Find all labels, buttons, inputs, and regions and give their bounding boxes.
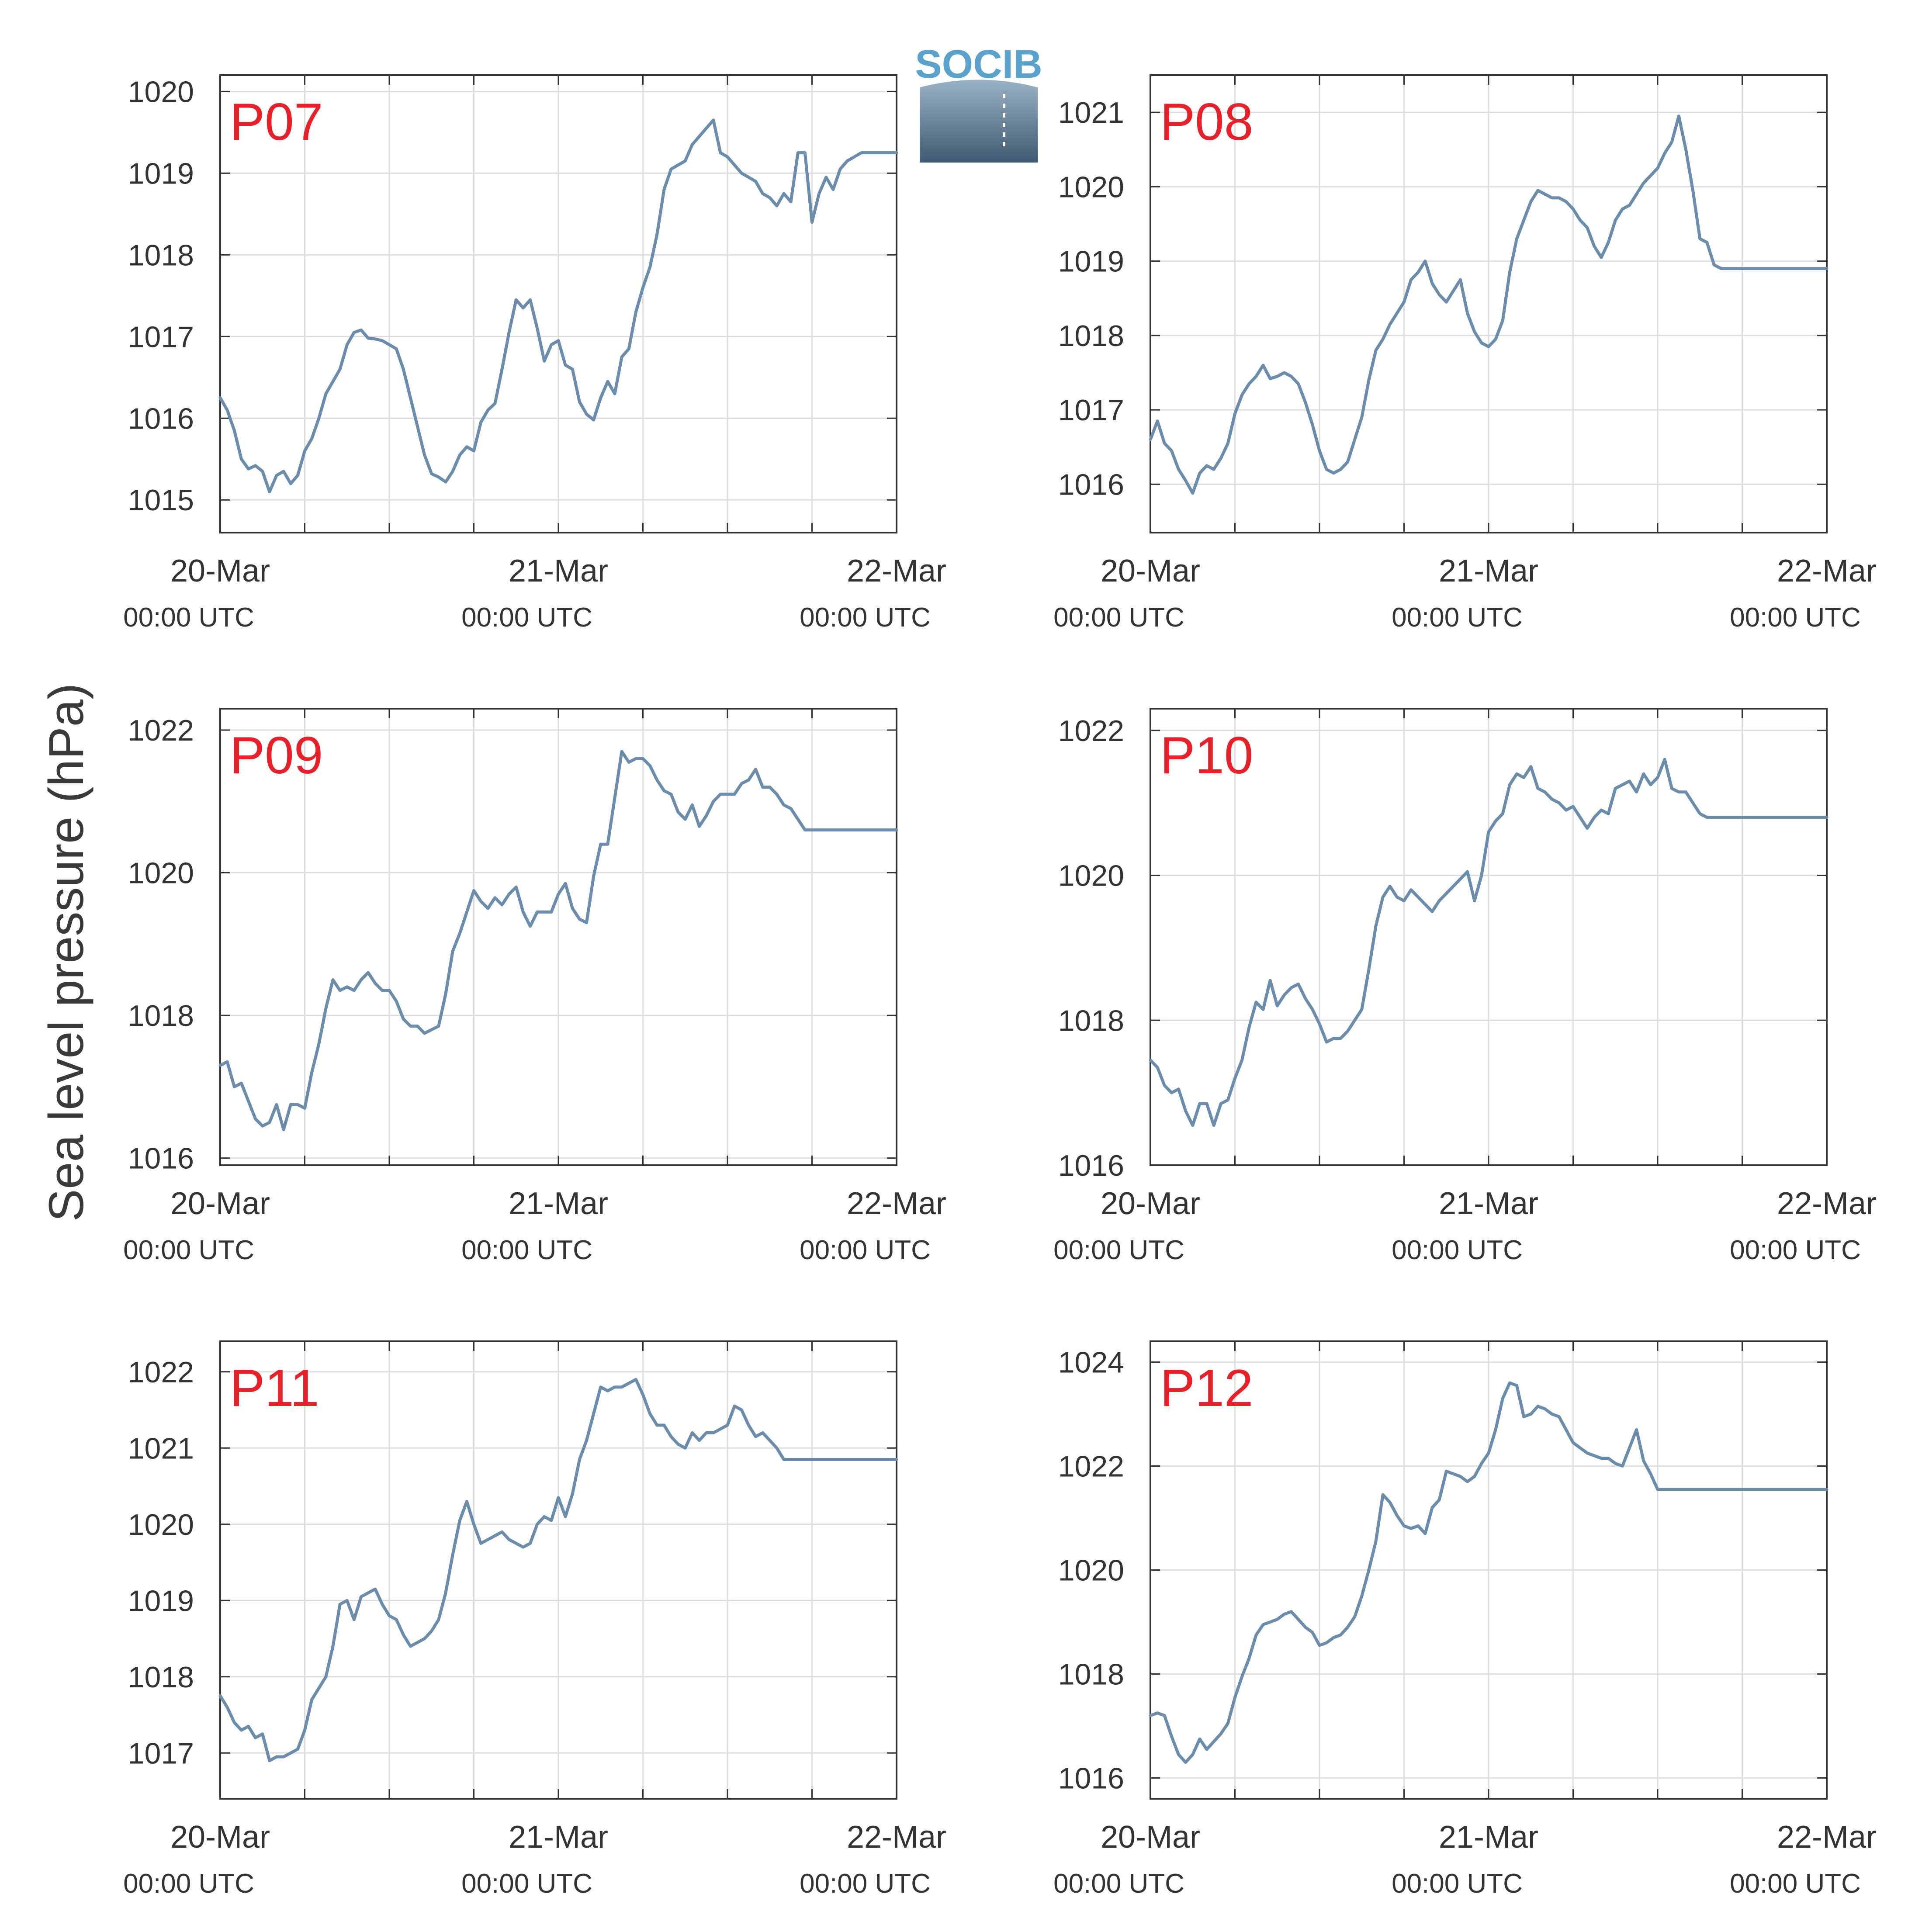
x-tick-label-date: 20-Mar [170, 1186, 270, 1221]
y-tick-label: 1020 [1058, 170, 1124, 204]
series-line [218, 1378, 898, 1762]
x-tick-label-date: 22-Mar [847, 554, 946, 589]
panel-title: P08 [1160, 93, 1254, 151]
chart-panel-p07: 1015 1016 1017 1018 1019 1020 20-Mar 00:00 UTC 2… [123, 74, 946, 633]
chart-panel-p12: 1016 1018 1020 1022 1024 20-Mar 00:00 UTC 21-Ma… [1053, 1340, 1877, 1899]
y-tick-label: 1018 [1058, 319, 1124, 353]
x-tick-label-date: 20-Mar [1101, 554, 1200, 589]
x-tick-label-date: 22-Mar [1777, 1820, 1877, 1855]
x-tick-label-time: 00:00 UTC [1053, 602, 1184, 633]
panel-title: P11 [230, 1359, 319, 1417]
plot-frame [1150, 74, 1828, 533]
panel-title: P07 [230, 93, 323, 151]
series-line [1149, 114, 1828, 495]
y-tick-label: 1016 [1058, 1762, 1124, 1795]
y-tick-label: 1020 [128, 857, 194, 890]
y-tick-label: 1018 [1058, 1004, 1124, 1037]
x-tick-label-time: 00:00 UTC [1053, 1869, 1184, 1899]
series-line [218, 750, 898, 1131]
x-tick-label-date: 20-Mar [1101, 1186, 1200, 1221]
y-tick-label: 1021 [1058, 96, 1124, 129]
y-tick-label: 1018 [128, 999, 194, 1032]
y-tick-label: 1019 [128, 1584, 194, 1617]
socib-logo: SOCIB [915, 42, 1042, 163]
x-tick-label-time: 00:00 UTC [800, 1235, 931, 1265]
plot-frame [219, 1340, 897, 1800]
x-tick-label-time: 00:00 UTC [461, 1235, 592, 1265]
y-axis-label: Sea level pressure (hPa) [39, 683, 93, 1222]
series-line [1149, 1381, 1828, 1764]
panel-title: P09 [230, 726, 323, 785]
panel-title: P12 [1160, 1359, 1254, 1417]
plot-frame [1150, 1340, 1828, 1800]
y-tick-label: 1016 [128, 402, 194, 435]
x-tick-label-time: 00:00 UTC [800, 602, 931, 633]
y-tick-label: 1015 [128, 484, 194, 517]
plot-frame [219, 708, 897, 1166]
x-tick-label-date: 22-Mar [1777, 1186, 1877, 1221]
y-tick-label: 1022 [1058, 1450, 1124, 1483]
y-tick-label: 1022 [128, 714, 194, 747]
x-tick-label-time: 00:00 UTC [1730, 1869, 1861, 1899]
y-tick-label: 1019 [1058, 245, 1124, 278]
y-tick-label: 1017 [128, 320, 194, 353]
y-tick-label: 1022 [128, 1356, 194, 1389]
x-tick-label-date: 21-Mar [1439, 1820, 1538, 1855]
x-tick-label-date: 20-Mar [170, 554, 270, 589]
x-tick-label-time: 00:00 UTC [461, 1869, 592, 1899]
x-tick-label-date: 22-Mar [847, 1186, 946, 1221]
x-tick-label-time: 00:00 UTC [1392, 602, 1523, 633]
y-tick-label: 1020 [1058, 1554, 1124, 1587]
y-tick-label: 1024 [1058, 1346, 1124, 1379]
x-tick-label-time: 00:00 UTC [1730, 602, 1861, 633]
y-tick-label: 1019 [128, 157, 194, 190]
x-tick-label-date: 20-Mar [170, 1820, 270, 1855]
x-tick-label-date: 20-Mar [1101, 1820, 1200, 1855]
panel-title: P10 [1160, 726, 1254, 785]
x-tick-label-date: 21-Mar [1439, 1186, 1538, 1221]
chart-panel-p11: 1017 1018 1019 1020 1021 1022 20-Mar 00:00 UTC 2… [123, 1340, 946, 1899]
y-tick-label: 1020 [128, 1508, 194, 1541]
x-tick-label-time: 00:00 UTC [1392, 1235, 1523, 1265]
y-tick-label: 1020 [1058, 859, 1124, 893]
x-tick-label-time: 00:00 UTC [1730, 1235, 1861, 1265]
y-tick-label: 1018 [128, 239, 194, 272]
x-tick-label-date: 21-Mar [509, 1820, 608, 1855]
plot-frame [1150, 708, 1828, 1166]
y-tick-label: 1018 [1058, 1658, 1124, 1691]
y-tick-label: 1017 [1058, 394, 1124, 427]
x-tick-label-time: 00:00 UTC [461, 602, 592, 633]
x-tick-label-date: 21-Mar [509, 554, 608, 589]
y-tick-label: 1022 [1058, 714, 1124, 748]
chart-panel-p09: 1016 1018 1020 1022 20-Mar 00:00 UTC 21-Mar 00:… [123, 708, 946, 1265]
plot-frame [219, 74, 897, 533]
x-tick-label-date: 22-Mar [1777, 554, 1877, 589]
y-tick-label: 1017 [128, 1737, 194, 1770]
x-tick-label-time: 00:00 UTC [123, 1235, 254, 1265]
y-tick-label: 1018 [128, 1661, 194, 1694]
series-line [218, 118, 898, 493]
x-tick-label-time: 00:00 UTC [123, 1869, 254, 1899]
x-tick-label-time: 00:00 UTC [1392, 1869, 1523, 1899]
x-tick-label-date: 22-Mar [847, 1820, 946, 1855]
logo-text: SOCIB [915, 42, 1042, 87]
y-tick-label: 1016 [1058, 1149, 1124, 1182]
series-line [1149, 758, 1828, 1127]
y-tick-label: 1021 [128, 1432, 194, 1465]
chart-panel-p08: 1016 1017 1018 1019 1020 1021 20-Mar 00:00 UTC 2… [1053, 74, 1877, 633]
y-tick-label: 1020 [128, 75, 194, 108]
y-tick-label: 1016 [128, 1142, 194, 1175]
x-tick-label-date: 21-Mar [509, 1186, 608, 1221]
y-tick-label: 1016 [1058, 468, 1124, 501]
x-tick-label-time: 00:00 UTC [800, 1869, 931, 1899]
x-tick-label-time: 00:00 UTC [123, 602, 254, 633]
x-tick-label-time: 00:00 UTC [1053, 1235, 1184, 1265]
x-tick-label-date: 21-Mar [1439, 554, 1538, 589]
chart-panel-p10: 1016 1018 1020 1022 20-Mar 00:00 UTC 21-Mar 00:… [1053, 708, 1877, 1265]
